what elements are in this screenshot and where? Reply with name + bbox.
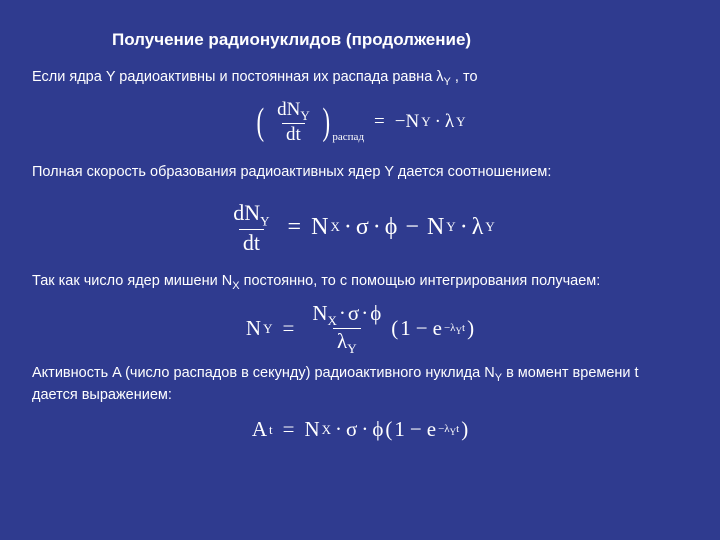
eq2-NY: N (427, 214, 444, 241)
eq3-den-lambda: λ (337, 329, 347, 353)
eq1-rhs-sub2: Y (456, 114, 465, 130)
eq3-lparen: ( (391, 316, 398, 341)
eq1-rhs-sub1: Y (421, 114, 430, 130)
eq4-d2: · (361, 417, 368, 442)
para1-sub: Y (444, 76, 451, 88)
para4-a: Активность A (число распадов в секунду) … (32, 365, 495, 381)
para1-suffix: , то (451, 69, 478, 85)
eq2-den: dt (239, 229, 264, 254)
para3-prefix: Так как число ядер мишени N (32, 273, 232, 289)
eq4-A: A (252, 417, 267, 442)
eq3-rparen: ) (467, 316, 474, 341)
eq4-exp-t: t (456, 423, 459, 435)
para3-sub: X (232, 280, 239, 292)
eq4-d1: · (335, 417, 342, 442)
equation-1: ( dNY dt ) распад = −NY · λY (32, 100, 688, 145)
eq3-one: 1 (400, 316, 411, 341)
eq4-one: 1 (394, 417, 405, 442)
eq3-num-d2: · (361, 301, 368, 325)
eq3-NY: N (246, 316, 261, 341)
paragraph-3: Так как число ядер мишени NX постоянно, … (32, 272, 688, 294)
eq3-exp: −λYt (444, 322, 465, 336)
lparen-icon: ( (257, 104, 265, 140)
eq3-exp-t: t (462, 322, 465, 334)
eq4-N-sub: X (322, 422, 331, 438)
eq3-minus: − (416, 316, 428, 341)
eq2-minus: − (405, 214, 419, 241)
eq2-num-dN: dN (233, 200, 260, 225)
eq1-num-sub: Y (300, 108, 309, 123)
equation-3: NY = NX·σ·ϕ λY (1−e−λYt) (32, 302, 688, 357)
eq4-equals: = (283, 417, 295, 442)
eq4-e: e (427, 417, 436, 442)
para3-suffix: постоянно, то с помощью интегрирования п… (240, 273, 601, 289)
eq4-sigma: σ (346, 417, 357, 442)
eq2-NY-sub: Y (446, 219, 455, 235)
eq2-dot2: · (373, 214, 381, 241)
eq3-exp-prefix: −λ (444, 322, 456, 334)
paragraph-1: Если ядра Y радиоактивны и постоянная их… (32, 68, 688, 90)
eq4-N: N (304, 417, 319, 442)
eq2-lambda: λ (472, 214, 484, 241)
eq3-e: e (433, 316, 442, 341)
eq2-fraction: dNY dt (229, 201, 273, 254)
slide-title: Получение радионуклидов (продолжение) (112, 30, 688, 50)
rparen-icon: ) (322, 104, 330, 140)
paragraph-4: Активность A (число распадов в секунду) … (32, 364, 688, 405)
eq3-num-Nsub: X (328, 313, 337, 328)
eq1-fraction: dNY dt (273, 100, 314, 145)
eq3-num-d1: · (339, 301, 346, 325)
eq1-dot: · (435, 111, 441, 133)
eq3-equals: = (282, 316, 294, 341)
eq3-den-sub: Y (347, 342, 356, 357)
eq1-den: dt (282, 123, 305, 145)
eq4-minus: − (410, 417, 422, 442)
eq1-rhs-N: −N (395, 111, 419, 133)
eq2-NX-sub: X (330, 219, 339, 235)
equation-4: At = NX · σ · ϕ (1−e−λYt) (32, 417, 688, 442)
eq2-NX: N (311, 214, 328, 241)
eq3-NY-sub: Y (263, 321, 272, 337)
eq3-num-phi: ϕ (370, 301, 381, 325)
eq4-lparen: ( (385, 417, 392, 442)
eq3-fraction: NX·σ·ϕ λY (308, 302, 385, 357)
para4-sub: Y (495, 372, 502, 384)
eq4-exp-prefix: −λ (438, 423, 450, 435)
eq2-phi: ϕ (385, 214, 398, 241)
eq3-num-sigma: σ (348, 301, 359, 325)
eq2-sigma: σ (356, 214, 369, 241)
eq3-num-N: N (312, 301, 327, 325)
slide: Получение радионуклидов (продолжение) Ес… (0, 0, 720, 476)
eq1-num-dN: dN (277, 99, 300, 120)
eq1-subscript-word: распад (332, 131, 364, 143)
eq2-dot1: · (344, 214, 352, 241)
eq4-rparen: ) (461, 417, 468, 442)
eq2-equals: = (288, 214, 302, 241)
eq4-phi: ϕ (372, 417, 383, 442)
paragraph-2: Полная скорость образования радиоактивны… (32, 163, 688, 183)
eq4-t-sub: t (269, 422, 273, 438)
eq2-dot3: · (460, 214, 468, 241)
eq2-lambda-sub: Y (485, 219, 494, 235)
equation-2: dNY dt = NX · σ · ϕ − NY · λY (32, 201, 688, 254)
eq1-lambda: λ (445, 111, 454, 133)
eq1-equals: = (374, 111, 385, 133)
eq2-num-sub: Y (260, 213, 269, 228)
para1-prefix: Если ядра Y радиоактивны и постоянная их… (32, 69, 444, 85)
eq4-exp: −λYt (438, 423, 459, 437)
